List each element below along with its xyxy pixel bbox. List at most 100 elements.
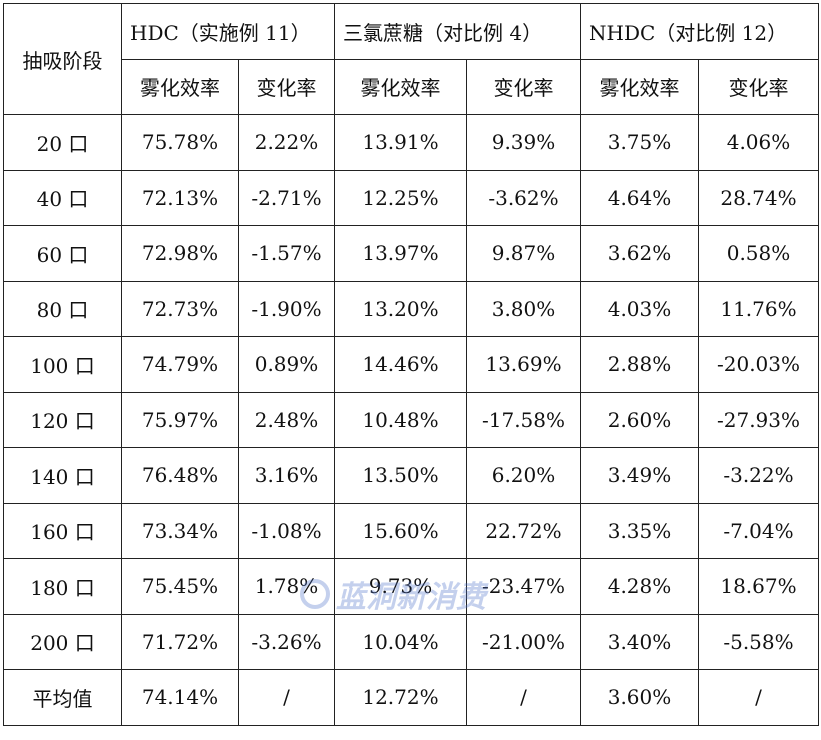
hdc-efficiency-cell: 74.14%: [121, 669, 239, 726]
nhdc-change-cell: 18.67%: [698, 558, 819, 615]
nhdc-change-cell: 4.06%: [698, 114, 819, 171]
hdc-change-cell: -2.71%: [238, 169, 335, 226]
sucralose-change-cell: -21.00%: [466, 613, 581, 670]
nhdc-efficiency-cell: 3.62%: [580, 225, 699, 282]
hdc-change-cell: -1.90%: [238, 280, 335, 337]
nhdc-efficiency-cell: 3.49%: [580, 447, 699, 504]
stage-cell: 平均值: [3, 669, 122, 726]
hdc-efficiency-cell: 72.13%: [121, 169, 239, 226]
table-row: 200 口 71.72% -3.26% 10.04% -21.00% 3.40% -5.58…: [3, 613, 819, 670]
subheader-change-rate: 变化率: [466, 58, 581, 115]
nhdc-change-cell: /: [698, 669, 819, 726]
sucralose-change-cell: 9.39%: [466, 114, 581, 171]
stage-cell: 120 口: [3, 391, 122, 448]
nhdc-efficiency-cell: 2.60%: [580, 391, 699, 448]
sucralose-efficiency-cell: 13.20%: [334, 280, 467, 337]
stage-cell: 40 口: [3, 169, 122, 226]
nhdc-efficiency-cell: 4.03%: [580, 280, 699, 337]
hdc-change-cell: -3.26%: [238, 613, 335, 670]
sucralose-efficiency-cell: 13.97%: [334, 225, 467, 282]
nhdc-change-cell: -7.04%: [698, 502, 819, 559]
table-row: 100 口 74.79% 0.89% 14.46% 13.69% 2.88% -20.03%: [3, 336, 819, 393]
hdc-efficiency-cell: 75.78%: [121, 114, 239, 171]
stage-cell: 160 口: [3, 502, 122, 559]
hdc-efficiency-cell: 75.97%: [121, 391, 239, 448]
hdc-change-cell: -1.57%: [238, 225, 335, 282]
nhdc-efficiency-cell: 3.35%: [580, 502, 699, 559]
nhdc-efficiency-cell: 4.64%: [580, 169, 699, 226]
table-row: 平均值 74.14%/12.72%/3.60% /: [3, 669, 819, 726]
sucralose-change-cell: 13.69%: [466, 336, 581, 393]
hdc-change-cell: 2.48%: [238, 391, 335, 448]
table-row: 40 口 72.13% -2.71% 12.25% -3.62% 4.64% 28.74%: [3, 169, 819, 226]
nhdc-change-cell: -5.58%: [698, 613, 819, 670]
sucralose-efficiency-cell: 14.46%: [334, 336, 467, 393]
hdc-efficiency-cell: 73.34%: [121, 502, 239, 559]
sucralose-change-cell: -17.58%: [466, 391, 581, 448]
hdc-change-cell: 1.78%: [238, 558, 335, 615]
stage-cell: 180 口: [3, 558, 122, 615]
hdc-change-cell: /: [238, 669, 335, 726]
sucralose-change-cell: 3.80%: [466, 280, 581, 337]
stage-cell: 80 口: [3, 280, 122, 337]
data-table: 抽吸阶段 HDC（实施例 11） 三氯蔗糖（对比例 4） NHDC（对比例 12…: [3, 3, 819, 726]
stage-header: 抽吸阶段: [3, 3, 122, 115]
table-row: 160 口 73.34% -1.08% 15.60% 22.72% 3.35% -7.04%: [3, 502, 819, 559]
nhdc-change-cell: 11.76%: [698, 280, 819, 337]
hdc-efficiency-cell: 72.73%: [121, 280, 239, 337]
table-body: 20 口 75.78% 2.22% 13.91% 9.39% 3.75% 4.06% 40 口…: [3, 114, 819, 726]
subheader-change-rate: 变化率: [698, 58, 819, 115]
sucralose-efficiency-cell: 13.91%: [334, 114, 467, 171]
table-row: 60 口 72.98% -1.57% 13.97% 9.87% 3.62% 0.58%: [3, 225, 819, 282]
subheader-efficiency: 雾化效率: [334, 58, 467, 115]
hdc-efficiency-cell: 76.48%: [121, 447, 239, 504]
hdc-change-cell: -1.08%: [238, 502, 335, 559]
nhdc-efficiency-cell: 3.60%: [580, 669, 699, 726]
group-header-nhdc: NHDC（对比例 12）: [580, 3, 819, 60]
sucralose-efficiency-cell: 12.72%: [334, 669, 467, 726]
table-row: 20 口 75.78% 2.22% 13.91% 9.39% 3.75% 4.06%: [3, 114, 819, 171]
nhdc-change-cell: 28.74%: [698, 169, 819, 226]
hdc-change-cell: 2.22%: [238, 114, 335, 171]
subheader-efficiency: 雾化效率: [580, 58, 699, 115]
sucralose-change-cell: 6.20%: [466, 447, 581, 504]
nhdc-efficiency-cell: 4.28%: [580, 558, 699, 615]
sucralose-efficiency-cell: 10.04%: [334, 613, 467, 670]
sucralose-change-cell: 9.87%: [466, 225, 581, 282]
sucralose-change-cell: -3.62%: [466, 169, 581, 226]
header-row-groups: 抽吸阶段 HDC（实施例 11） 三氯蔗糖（对比例 4） NHDC（对比例 12…: [3, 3, 819, 115]
stage-cell: 100 口: [3, 336, 122, 393]
sucralose-efficiency-cell: 9.73%: [334, 558, 467, 615]
hdc-change-cell: 0.89%: [238, 336, 335, 393]
nhdc-change-cell: -3.22%: [698, 447, 819, 504]
hdc-change-cell: 3.16%: [238, 447, 335, 504]
sucralose-efficiency-cell: 15.60%: [334, 502, 467, 559]
subheader-change-rate: 变化率: [238, 58, 335, 115]
table-row: 140 口 76.48% 3.16% 13.50% 6.20% 3.49% -3.22%: [3, 447, 819, 504]
subheader-efficiency: 雾化效率: [121, 58, 239, 115]
table-row: 120 口 75.97% 2.48% 10.48% -17.58% 2.60% -27.93…: [3, 391, 819, 448]
nhdc-change-cell: -27.93%: [698, 391, 819, 448]
table-row: 80 口 72.73% -1.90% 13.20% 3.80% 4.03% 11.76%: [3, 280, 819, 337]
hdc-efficiency-cell: 71.72%: [121, 613, 239, 670]
hdc-efficiency-cell: 72.98%: [121, 225, 239, 282]
group-header-hdc: HDC（实施例 11）: [121, 3, 335, 60]
table-row: 180 口 75.45% 1.78% 9.73% -23.47% 4.28% 18.67%: [3, 558, 819, 615]
nhdc-change-cell: -20.03%: [698, 336, 819, 393]
nhdc-change-cell: 0.58%: [698, 225, 819, 282]
sucralose-change-cell: 22.72%: [466, 502, 581, 559]
stage-cell: 20 口: [3, 114, 122, 171]
nhdc-efficiency-cell: 3.75%: [580, 114, 699, 171]
stage-cell: 60 口: [3, 225, 122, 282]
stage-cell: 140 口: [3, 447, 122, 504]
sucralose-change-cell: -23.47%: [466, 558, 581, 615]
nhdc-efficiency-cell: 2.88%: [580, 336, 699, 393]
hdc-efficiency-cell: 75.45%: [121, 558, 239, 615]
nhdc-efficiency-cell: 3.40%: [580, 613, 699, 670]
sucralose-efficiency-cell: 10.48%: [334, 391, 467, 448]
group-header-sucralose: 三氯蔗糖（对比例 4）: [334, 3, 581, 60]
header-row-sub: 雾化效率 变化率 雾化效率 变化率 雾化效率 变化率: [4, 58, 819, 115]
sucralose-change-cell: /: [466, 669, 581, 726]
sucralose-efficiency-cell: 12.25%: [334, 169, 467, 226]
stage-cell: 200 口: [3, 613, 122, 670]
